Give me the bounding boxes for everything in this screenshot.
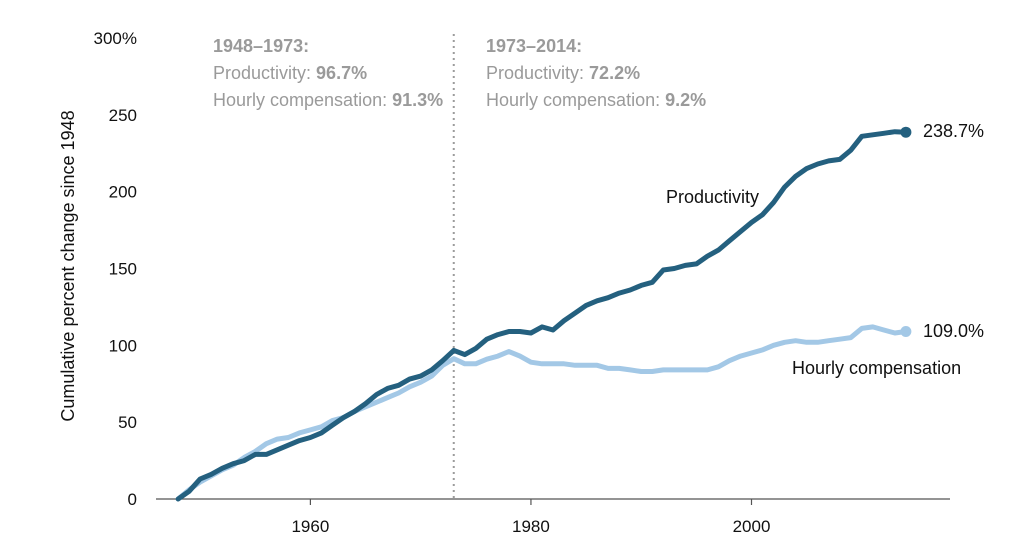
period-2-comp-value: 9.2% [665, 90, 706, 110]
y-tick-label: 250 [109, 106, 137, 125]
period-1-comp-value: 91.3% [392, 90, 443, 110]
period-2-productivity: Productivity: 72.2% [486, 63, 640, 83]
period-1-heading: 1948–1973: [213, 36, 309, 56]
period-2-comp-label: Hourly compensation: [486, 90, 665, 110]
series-line-productivity [175, 129, 909, 502]
y-tick-label: 200 [109, 183, 137, 202]
productivity-series-label: Productivity [666, 187, 759, 207]
compensation-end-value: 109.0% [923, 321, 984, 341]
period-2-prod-value: 72.2% [589, 63, 640, 83]
y-tick-label: 50 [118, 413, 137, 432]
annotation-1973-2014: 1973–2014: Productivity: 72.2% Hourly co… [486, 36, 706, 110]
y-tick-label: 0 [128, 490, 137, 509]
y-tick-label: 150 [109, 260, 137, 279]
x-tick-label: 1960 [291, 517, 329, 536]
period-2-heading: 1973–2014: [486, 36, 582, 56]
period-2-prod-label: Productivity: [486, 63, 589, 83]
y-tick-label: 100 [109, 336, 137, 355]
series-line-hourly-compensation [175, 324, 909, 502]
compensation-end-marker [900, 326, 912, 338]
period-1-prod-value: 96.7% [316, 63, 367, 83]
period-1-comp-label: Hourly compensation: [213, 90, 392, 110]
period-2-compensation: Hourly compensation: 9.2% [486, 90, 706, 110]
x-tick-label: 1980 [512, 517, 550, 536]
y-axis: 0 50 100 150 200 250 300% [94, 29, 137, 509]
period-1-prod-label: Productivity: [213, 63, 316, 83]
period-1-productivity: Productivity: 96.7% [213, 63, 367, 83]
productivity-end-value: 238.7% [923, 121, 984, 141]
period-1-compensation: Hourly compensation: 91.3% [213, 90, 443, 110]
compensation-series-label: Hourly compensation [792, 358, 961, 378]
y-tick-label: 300% [94, 29, 137, 48]
y-axis-label: Cumulative percent change since 1948 [58, 110, 78, 421]
x-axis: 1960 1980 2000 [156, 498, 950, 536]
x-tick-label: 2000 [733, 517, 771, 536]
annotation-1948-1973: 1948–1973: Productivity: 96.7% Hourly co… [213, 36, 443, 110]
productivity-end-marker [900, 126, 912, 138]
